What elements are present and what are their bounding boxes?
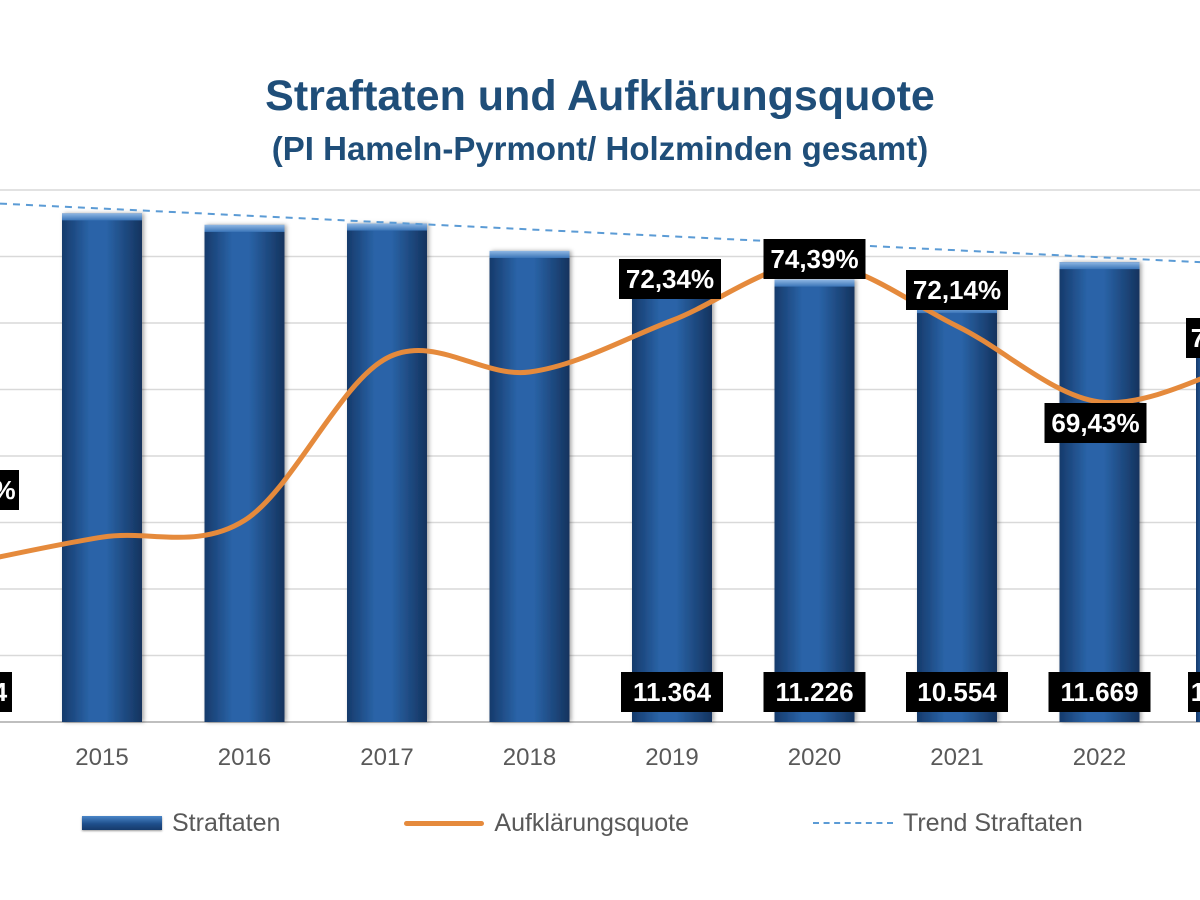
rate-label-2019: 72,34% — [619, 259, 721, 299]
count-label-2021-text: 10.554 — [917, 677, 997, 707]
legend-swatch-trend — [813, 822, 893, 824]
rate-label-partial-right-box — [1186, 318, 1200, 358]
legend-swatch-bars — [82, 816, 162, 830]
count-label-2022: 11.669 — [1048, 672, 1151, 712]
rate-label-partial-left-box — [0, 470, 19, 510]
bar-straftaten-2016 — [204, 224, 285, 722]
rate-label-partial-left-text: % — [0, 475, 16, 505]
count-label-2021-box — [906, 672, 1008, 712]
count-label-partial-right-text: 1 — [1191, 677, 1200, 707]
count-label-2020: 11.226 — [763, 672, 866, 712]
bar-straftaten-2022 — [1059, 262, 1140, 722]
legend-label-line: Aufklärungsquote — [494, 808, 689, 837]
legend-swatch-line — [404, 820, 485, 826]
bar-top-2017 — [347, 223, 427, 231]
rate-label-2019-text: 72,34% — [626, 264, 714, 294]
legend-label-bars: Straftaten — [172, 808, 281, 837]
count-label-2022-text: 11.669 — [1060, 677, 1138, 707]
bar-top-2020 — [774, 279, 855, 287]
rate-label-2019-box — [619, 259, 721, 299]
bar-top-2016 — [204, 224, 285, 232]
legend-item-bars: Straftaten — [82, 809, 280, 838]
chart-title: Straftaten und Aufklärungsquote — [265, 72, 935, 120]
legend: Straftaten Aufklärungsquote Trend Straft… — [82, 806, 1142, 840]
count-label-2021: 10.554 — [906, 672, 1008, 712]
x-tick-label-2020: 2020 — [788, 744, 841, 771]
count-label-partial-left-box — [0, 672, 12, 712]
rate-label-partial-right: 7 — [1186, 318, 1200, 358]
bar-straftaten-2015 — [62, 213, 142, 722]
count-label-partial-right: 1 — [1188, 672, 1200, 712]
trend-straftaten-line — [0, 202, 1200, 264]
bar-straftaten-2020 — [774, 279, 855, 722]
rate-label-partial-right-text: 7 — [1191, 323, 1200, 353]
legend-item-trend: Trend Straftaten — [813, 809, 1083, 838]
rate-label-2020-text: 74,39% — [770, 244, 858, 274]
count-label-2019-text: 11.364 — [633, 677, 712, 707]
count-label-2019: 11.364 — [621, 672, 723, 712]
bar-top-2015 — [62, 213, 142, 221]
legend-label-trend: Trend Straftaten — [903, 808, 1083, 837]
rate-label-partial-left: % — [0, 470, 19, 510]
x-tick-label-2019: 2019 — [645, 744, 698, 771]
bar-straftaten-2017 — [347, 223, 427, 722]
rate-label-2020-box — [763, 239, 866, 279]
rate-label-2022: 69,43% — [1044, 403, 1147, 443]
count-label-partial-right-box — [1188, 672, 1200, 712]
x-tick-label-2017: 2017 — [360, 744, 413, 771]
count-label-2019-box — [621, 672, 723, 712]
legend-item-line: Aufklärungsquote — [404, 809, 689, 838]
count-label-partial-left: 4 — [0, 672, 12, 712]
rate-label-2021-text: 72,14% — [913, 275, 1001, 305]
rate-label-2022-text: 69,43% — [1051, 408, 1139, 438]
rate-label-2022-box — [1044, 403, 1147, 443]
count-label-partial-left-text: 4 — [0, 677, 8, 707]
count-label-2020-box — [763, 672, 866, 712]
x-tick-label-2018: 2018 — [503, 744, 556, 771]
bar-straftaten-2019 — [632, 274, 712, 722]
count-label-2022-box — [1048, 672, 1151, 712]
x-tick-label-2022: 2022 — [1073, 744, 1126, 771]
bar-top-2022 — [1059, 262, 1140, 270]
line-aufklaerungsquote — [0, 260, 1200, 560]
rate-label-2021-box — [906, 270, 1008, 310]
x-tick-label-2015: 2015 — [75, 744, 128, 771]
bar-partial-right — [1196, 340, 1200, 722]
x-tick-label-2021: 2021 — [930, 744, 983, 771]
count-label-2020-text: 11.226 — [775, 677, 853, 707]
bar-straftaten-2021 — [917, 306, 997, 722]
x-tick-label-2016: 2016 — [218, 744, 271, 771]
rate-label-2020: 74,39% — [763, 239, 866, 279]
bar-top-2018 — [489, 250, 570, 258]
chart-subtitle: (PI Hameln-Pyrmont/ Holzminden gesamt) — [271, 130, 929, 167]
bar-straftaten-2018 — [489, 250, 570, 722]
rate-label-2021: 72,14% — [906, 270, 1008, 310]
